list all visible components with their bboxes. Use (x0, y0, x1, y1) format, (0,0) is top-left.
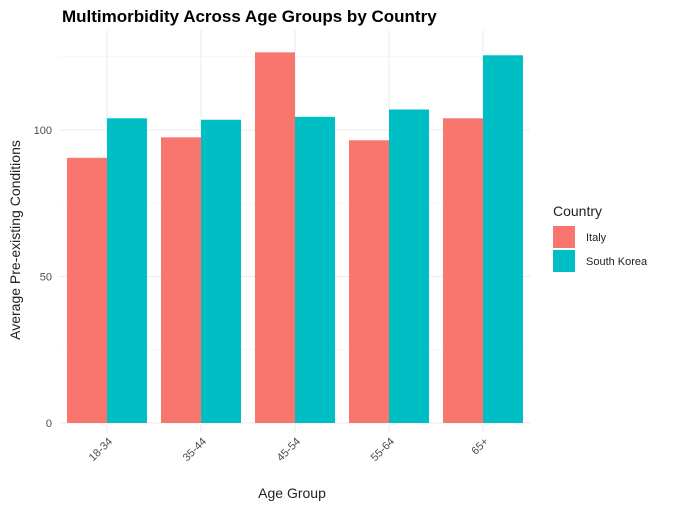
y-tick-label: 50 (40, 272, 52, 284)
legend-key-italy (553, 226, 575, 248)
y-axis-title: Average Pre-existing Conditions (7, 140, 23, 340)
legend-key-south-korea (553, 250, 575, 272)
x-tick-label: 35-44 (181, 436, 209, 464)
x-tick-label: 45-54 (275, 436, 303, 464)
x-tick-label: 55-64 (369, 436, 397, 464)
bar-italy-45-54 (255, 52, 295, 423)
x-tick-label: 18-34 (87, 436, 115, 464)
bar-italy-65+ (443, 118, 483, 423)
legend-label: Italy (586, 232, 607, 244)
bar-south-korea-35-44 (201, 119, 241, 424)
legend: Country Italy South Korea (553, 203, 648, 272)
bars (67, 52, 523, 424)
x-tick-label: 65+ (469, 436, 491, 458)
legend-title: Country (553, 203, 602, 219)
x-axis-ticks: 18-34 35-44 45-54 55-64 65+ (87, 436, 491, 464)
bar-italy-55-64 (349, 140, 389, 423)
legend-label: South Korea (586, 256, 648, 268)
bar-south-korea-18-34 (107, 118, 147, 423)
bar-italy-35-44 (161, 137, 201, 423)
y-axis-ticks: 0 50 100 (34, 125, 52, 430)
bar-south-korea-65+ (483, 55, 523, 423)
x-axis-title: Age Group (258, 485, 326, 501)
bar-italy-18-34 (67, 157, 107, 423)
bar-south-korea-55-64 (389, 109, 429, 424)
bar-south-korea-45-54 (295, 116, 335, 423)
y-tick-label: 0 (46, 418, 52, 430)
y-tick-label: 100 (34, 125, 52, 137)
chart-title: Multimorbidity Across Age Groups by Coun… (62, 7, 437, 26)
